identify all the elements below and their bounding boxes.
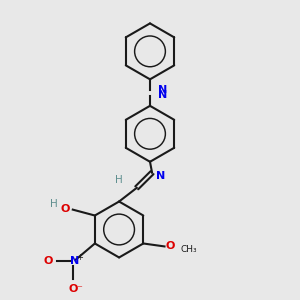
Text: O: O xyxy=(166,241,175,251)
Text: N: N xyxy=(70,256,79,266)
Text: N: N xyxy=(158,90,167,100)
Text: O: O xyxy=(61,204,70,214)
Text: O: O xyxy=(68,284,77,294)
Text: CH₃: CH₃ xyxy=(181,245,197,254)
Text: O: O xyxy=(44,256,53,266)
Text: H: H xyxy=(50,199,58,209)
Text: +: + xyxy=(76,253,83,262)
Text: N: N xyxy=(156,171,165,181)
Text: N: N xyxy=(158,85,167,95)
Text: ⁻: ⁻ xyxy=(76,284,82,294)
Text: H: H xyxy=(115,176,123,185)
